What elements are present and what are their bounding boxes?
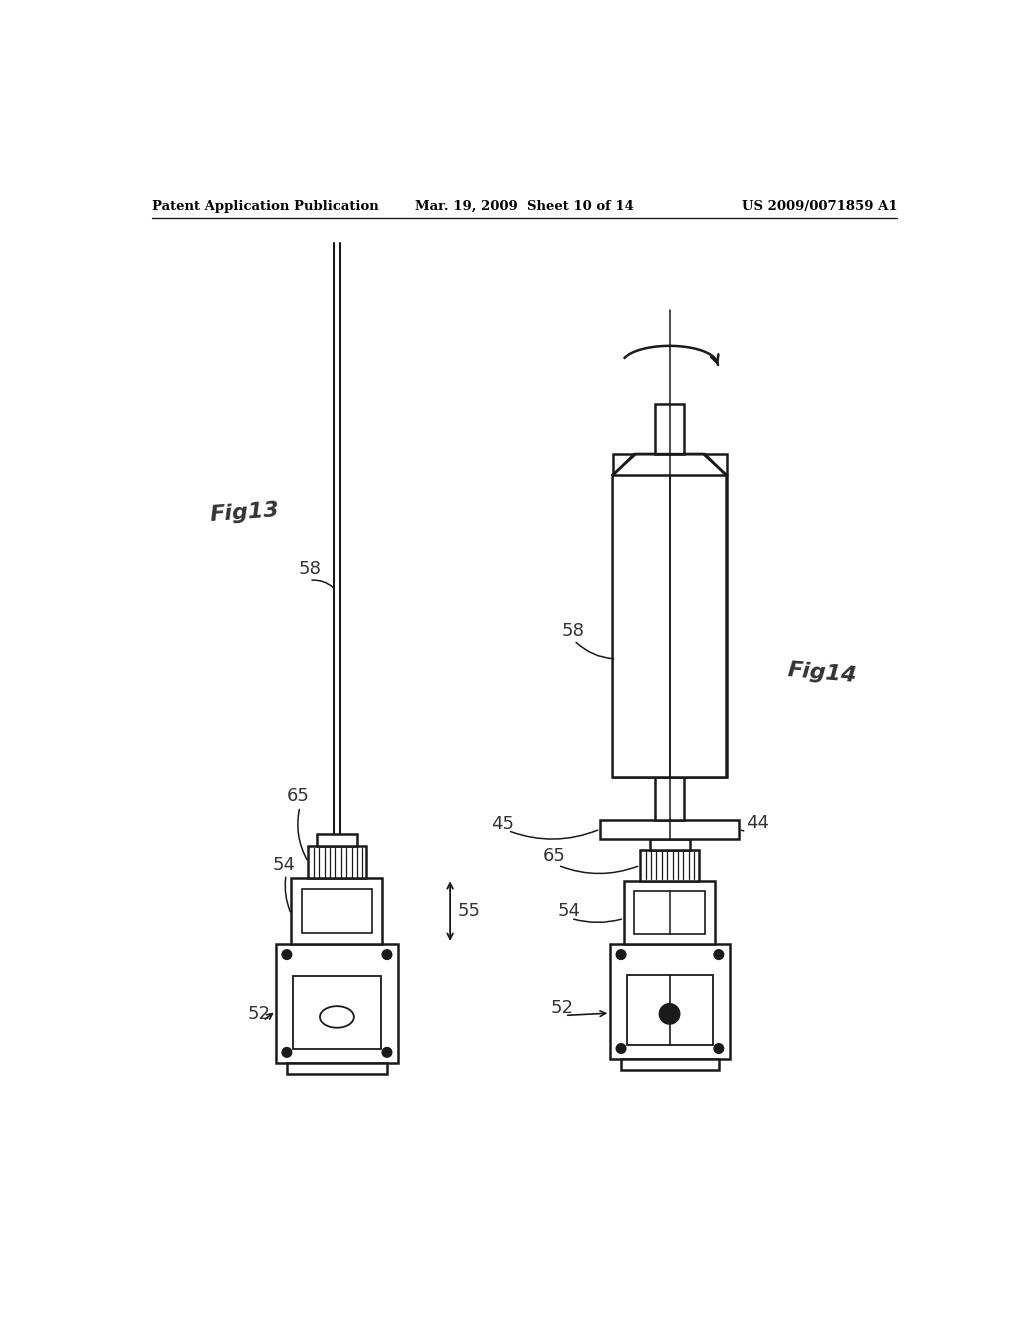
Circle shape xyxy=(616,1044,626,1053)
Text: Mar. 19, 2009  Sheet 10 of 14: Mar. 19, 2009 Sheet 10 of 14 xyxy=(416,199,634,213)
Text: Fig14: Fig14 xyxy=(786,660,858,686)
Bar xyxy=(316,834,357,846)
Bar xyxy=(640,850,698,880)
Text: 58: 58 xyxy=(298,560,322,578)
Bar xyxy=(293,977,381,1049)
Text: 65: 65 xyxy=(287,787,309,805)
Bar xyxy=(276,944,397,1063)
Bar xyxy=(655,404,684,454)
Text: 44: 44 xyxy=(746,813,770,832)
Bar xyxy=(610,944,730,1059)
Bar xyxy=(308,846,367,878)
Bar xyxy=(600,820,739,840)
Bar xyxy=(634,891,705,933)
Text: 58: 58 xyxy=(562,622,585,640)
Circle shape xyxy=(382,950,391,960)
Bar xyxy=(621,1059,719,1071)
Circle shape xyxy=(659,1003,680,1024)
Polygon shape xyxy=(612,454,727,777)
Bar xyxy=(655,777,684,820)
Circle shape xyxy=(714,1044,724,1053)
Text: 54: 54 xyxy=(273,855,296,874)
Circle shape xyxy=(283,1048,292,1057)
Circle shape xyxy=(714,950,724,960)
Circle shape xyxy=(283,950,292,960)
Bar xyxy=(628,974,713,1045)
Text: 52: 52 xyxy=(551,999,574,1018)
Text: Patent Application Publication: Patent Application Publication xyxy=(153,199,379,213)
Bar xyxy=(287,1063,387,1074)
Bar xyxy=(612,454,727,777)
Bar xyxy=(292,878,382,944)
Text: 65: 65 xyxy=(543,847,565,866)
Text: Fig13: Fig13 xyxy=(209,500,280,525)
Circle shape xyxy=(616,950,626,960)
Text: 52: 52 xyxy=(248,1006,270,1023)
Text: 55: 55 xyxy=(458,902,481,920)
Bar xyxy=(649,840,689,850)
Bar xyxy=(625,880,715,944)
Text: US 2009/0071859 A1: US 2009/0071859 A1 xyxy=(741,199,897,213)
Text: 45: 45 xyxy=(490,814,514,833)
Text: 54: 54 xyxy=(558,902,581,920)
Circle shape xyxy=(382,1048,391,1057)
Bar xyxy=(302,890,372,933)
